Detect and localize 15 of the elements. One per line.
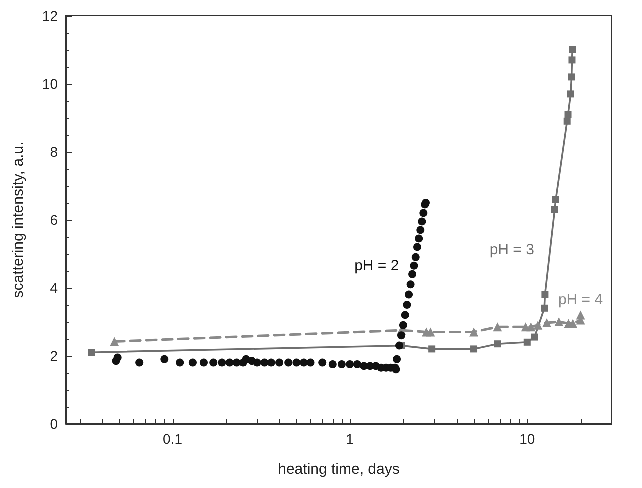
y-tick-label: 8 (50, 144, 58, 160)
y-tick-label: 10 (42, 76, 58, 92)
x-tick-label: 0.1 (163, 431, 183, 447)
x-axis-title: heating time, days (278, 461, 400, 478)
x-tick-label: 1 (346, 431, 354, 447)
y-tick-label: 12 (42, 8, 58, 24)
y-tick-label: 6 (50, 212, 58, 228)
y-tick-label: 2 (50, 348, 58, 364)
series-label: pH = 4 (558, 292, 604, 309)
series-label: pH = 3 (490, 241, 534, 258)
x-tick-label: 10 (520, 431, 536, 447)
y-axis-title: scattering intensity, a.u. (10, 142, 27, 298)
series-label: pH = 2 (354, 257, 400, 274)
y-tick-label: 4 (50, 280, 58, 296)
y-tick-label: 0 (50, 416, 58, 432)
